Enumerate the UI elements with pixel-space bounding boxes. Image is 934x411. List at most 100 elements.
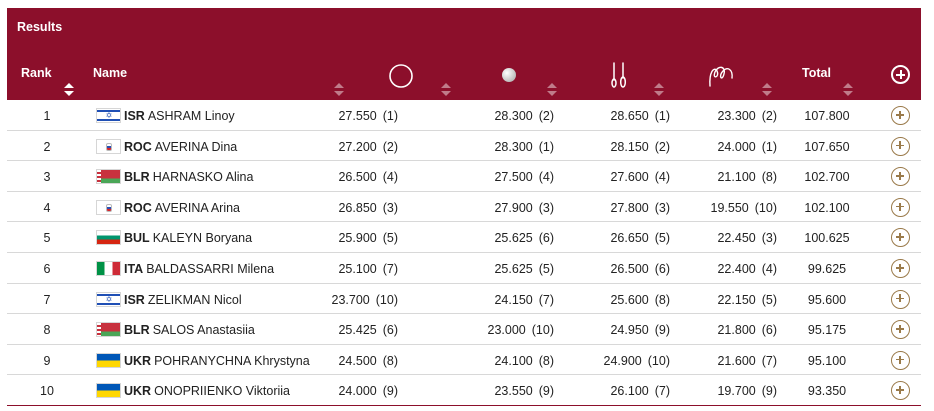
ball-icon[interactable]	[501, 67, 517, 83]
total-score: 100.625	[804, 231, 850, 246]
expand-row-icon[interactable]	[891, 167, 910, 187]
athlete-name[interactable]: ROC AVERINA Arina	[124, 201, 240, 215]
noc-code: ISR	[124, 109, 145, 123]
athlete-name[interactable]: UKR ONOPRIIENKO Viktoriia	[124, 384, 290, 398]
ball-score: 25.625 (6)	[494, 231, 554, 246]
athlete-name[interactable]: BLR HARNASKO Alina	[124, 170, 253, 184]
athlete-name[interactable]: BUL KALEYN Boryana	[124, 231, 252, 245]
results-table-body: 1 ✡ ISR ASHRAM Linoy 27.550 (1) 28.300 (2) …	[7, 100, 921, 406]
sort-name-icon[interactable]	[334, 83, 344, 97]
sort-hoop-icon[interactable]	[441, 83, 451, 97]
rank-value: 3	[43, 170, 51, 185]
athlete-fullname: AVERINA Arina	[154, 200, 241, 215]
column-header-name[interactable]: Name	[93, 66, 128, 80]
table-row[interactable]: 1 ✡ ISR ASHRAM Linoy 27.550 (1) 28.300 (2) …	[7, 100, 921, 131]
table-row[interactable]: 7 ✡ ISR ZELIKMAN Nicol 23.700 (10) 24.150(…	[7, 284, 921, 315]
clubs-score: 26.650 (5)	[610, 231, 670, 246]
rank-value: 7	[43, 292, 51, 307]
table-row[interactable]: 4 ROC AVERINA Arina 26.850 (3) 27.900 (3) 2…	[7, 192, 921, 223]
athlete-name[interactable]: BLR SALOS Anastasiia	[124, 323, 255, 337]
noc-code: UKR	[124, 384, 152, 399]
sort-ball-icon[interactable]	[547, 83, 557, 97]
ribbon-score: 19.700 (9)	[717, 384, 777, 399]
table-row[interactable]: 5 BUL KALEYN Boryana 25.900 (5) 25.625 (6) …	[7, 222, 921, 253]
total-score: 102.700	[804, 170, 850, 185]
rank-value: 2	[43, 139, 51, 154]
expand-row-icon[interactable]	[891, 228, 910, 248]
total-score: 95.175	[807, 323, 847, 338]
ball-score: 24.100 (8)	[494, 353, 554, 368]
expand-row-icon[interactable]	[891, 136, 910, 156]
flag-icon	[96, 138, 121, 154]
expand-row-icon[interactable]	[891, 381, 910, 401]
athlete-fullname: BALDASSARRI Milena	[146, 261, 275, 276]
athlete-name[interactable]: ISR ASHRAM Linoy	[124, 109, 235, 123]
ribbon-score: 22.400 (4)	[717, 261, 777, 276]
flag-icon	[96, 352, 121, 368]
expand-row-icon[interactable]	[891, 320, 910, 340]
ball-score: 23.550 (9)	[494, 384, 554, 399]
expand-row-icon[interactable]	[891, 350, 910, 370]
hoop-icon[interactable]	[388, 63, 414, 89]
expand-row-icon[interactable]	[891, 197, 910, 217]
athlete-name[interactable]: ROC AVERINA Dina	[124, 140, 237, 154]
clubs-score: 28.650 (1)	[610, 109, 670, 123]
column-header-total[interactable]: Total	[802, 66, 831, 80]
expand-row-icon[interactable]	[891, 289, 910, 309]
expand-row-icon[interactable]	[891, 258, 910, 278]
noc-code: ITA	[124, 261, 144, 276]
flag-icon: ✡	[96, 291, 121, 307]
hoop-score: 25.425 (6)	[338, 323, 398, 338]
clubs-score: 25.600 (8)	[610, 292, 670, 307]
ribbon-score: 21.600 (7)	[717, 353, 777, 368]
hoop-score: 23.700 (10)	[331, 292, 398, 307]
clubs-score: 27.600 (4)	[610, 170, 670, 185]
rank-value: 1	[43, 109, 51, 123]
ribbon-score: 23.300 (2)	[717, 109, 777, 123]
ribbon-score: 24.000 (1)	[717, 139, 777, 154]
clubs-icon[interactable]	[609, 60, 629, 90]
athlete-fullname: ZELIKMAN Nicol	[147, 292, 242, 307]
noc-code: BLR	[124, 323, 150, 338]
noc-code: BLR	[124, 170, 150, 185]
athlete-name[interactable]: ITA BALDASSARRI Milena	[124, 262, 274, 276]
clubs-score: 27.800 (3)	[610, 200, 670, 215]
table-row[interactable]: 8 BLR SALOS Anastasiia 25.425 (6) 23.000 (1…	[7, 314, 921, 345]
clubs-score: 28.150 (2)	[610, 139, 670, 154]
clubs-score: 26.100 (7)	[610, 384, 670, 399]
sort-total-icon[interactable]	[843, 83, 853, 97]
athlete-name[interactable]: UKR POHRANYCHNA Khrystyna	[124, 354, 310, 368]
table-row[interactable]: 10 UKR ONOPRIIENKO Viktoriia 24.000 (9) 23…	[7, 375, 921, 406]
expand-row-icon[interactable]	[891, 106, 910, 125]
table-row[interactable]: 3 BLR HARNASKO Alina 26.500 (4) 27.500 (4) …	[7, 161, 921, 192]
sort-rank-icon[interactable]	[64, 83, 74, 97]
sort-clubs-icon[interactable]	[654, 83, 664, 97]
total-score: 93.350	[807, 384, 847, 399]
column-header-rank[interactable]: Rank	[21, 66, 52, 80]
flag-icon	[96, 199, 121, 215]
total-score: 95.600	[807, 292, 847, 307]
expand-all-icon[interactable]	[891, 65, 910, 84]
ball-score: 24.150 (7)	[494, 292, 554, 307]
ribbon-score: 19.550 (10)	[710, 200, 777, 215]
ball-score: 28.300 (1)	[494, 139, 554, 154]
ribbon-score: 22.450 (3)	[717, 231, 777, 246]
sort-ribbon-icon[interactable]	[762, 83, 772, 97]
table-row[interactable]: 2 ROC AVERINA Dina 27.200 (2) 28.300 (1) 28…	[7, 131, 921, 162]
hoop-score: 25.100 (7)	[338, 261, 398, 276]
table-row[interactable]: 6 ITA BALDASSARRI Milena 25.100 (7) 25.625…	[7, 253, 921, 284]
flag-icon: ✡	[96, 108, 121, 123]
athlete-fullname: KALEYN Boryana	[152, 231, 253, 246]
hoop-score: 27.550 (1)	[338, 109, 398, 123]
clubs-score: 24.900 (10)	[603, 353, 670, 368]
athlete-fullname: POHRANYCHNA Khrystyna	[154, 353, 310, 368]
total-score: 95.100	[807, 353, 847, 368]
hoop-score: 26.500 (4)	[338, 170, 398, 185]
ribbon-icon[interactable]	[706, 62, 736, 88]
ribbon-score: 21.800 (6)	[717, 323, 777, 338]
noc-code: ISR	[124, 292, 145, 307]
athlete-name[interactable]: ISR ZELIKMAN Nicol	[124, 293, 242, 307]
athlete-fullname: ONOPRIIENKO Viktoriia	[154, 384, 291, 399]
table-row[interactable]: 9 UKR POHRANYCHNA Khrystyna 24.500 (8) 24.…	[7, 345, 921, 376]
clubs-score: 24.950 (9)	[610, 323, 670, 338]
